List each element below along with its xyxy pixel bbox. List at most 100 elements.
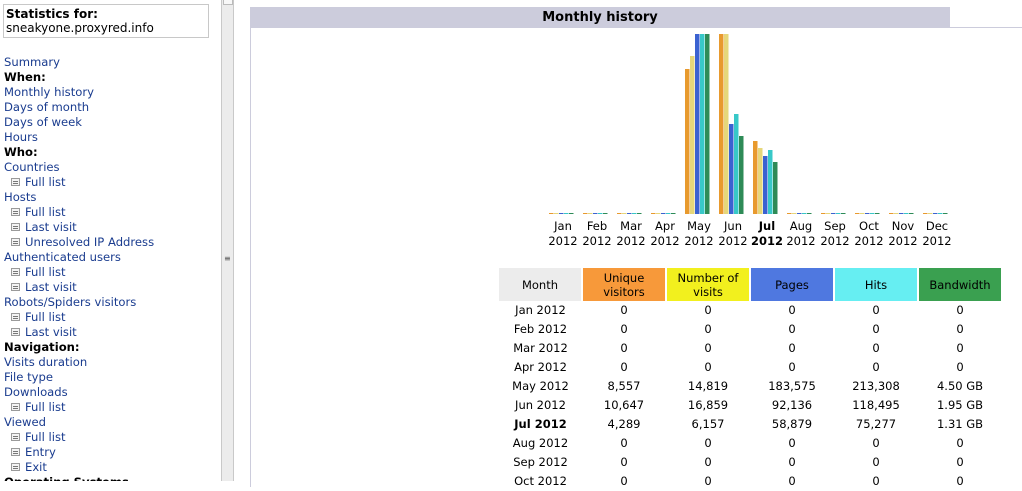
- value-cell: 8,557: [607, 379, 641, 393]
- sidebar-item-entry[interactable]: Entry: [4, 445, 219, 460]
- sidebar-item-full-list[interactable]: Full list: [4, 310, 219, 325]
- splitter-top-button[interactable]: [223, 0, 233, 5]
- value-cell: 0: [956, 436, 964, 450]
- bar-sep-pages: [831, 213, 836, 214]
- sidebar-item-full-list[interactable]: Full list: [4, 400, 219, 415]
- chart-svg: Jan2012Feb2012Mar2012Apr2012May2012Jun20…: [548, 34, 952, 248]
- table-row: Jul 2012 4,289 6,157 58,879 75,277 1.31 GB: [499, 415, 1002, 434]
- value-cell: 0: [704, 474, 712, 488]
- month-cell: Oct 2012: [514, 474, 567, 488]
- sidebar-item-label: Last visit: [25, 220, 77, 234]
- value-cell: 0: [788, 436, 796, 450]
- list-icon: [11, 283, 20, 291]
- sidebar-item-downloads[interactable]: Downloads: [4, 385, 219, 400]
- sidebar-item-days-of-week[interactable]: Days of week: [4, 115, 219, 130]
- sidebar-item-label: Last visit: [25, 280, 77, 294]
- list-icon: [11, 403, 20, 411]
- value-cell: 0: [872, 341, 880, 355]
- column-header-bandwidth: Bandwidth: [918, 268, 1003, 301]
- sidebar-item-label: Visits duration: [4, 355, 88, 369]
- value-cell: 0: [620, 341, 628, 355]
- sidebar-item-exit[interactable]: Exit: [4, 460, 219, 475]
- sidebar-item-label: Viewed: [4, 415, 47, 429]
- month-cell: Apr 2012: [514, 360, 567, 374]
- sidebar-item-countries[interactable]: Countries: [4, 160, 219, 175]
- sidebar-item-summary[interactable]: Summary: [4, 55, 219, 70]
- table-row: May 2012 8,557 14,819 183,575 213,308 4.50 GB: [499, 377, 1002, 396]
- value-cell: 0: [956, 322, 964, 336]
- sidebar-item-file-type[interactable]: File type: [4, 370, 219, 385]
- sidebar-item-last-visit[interactable]: Last visit: [4, 280, 219, 295]
- sidebar-item-label: Full list: [25, 310, 66, 324]
- sidebar-item-days-of-month[interactable]: Days of month: [4, 100, 219, 115]
- value-cell: 0: [788, 360, 796, 374]
- sidebar-item-unresolved-ip-address[interactable]: Unresolved IP Address: [4, 235, 219, 250]
- value-cell: 0: [872, 436, 880, 450]
- sidebar-item-robots-spiders-visitors[interactable]: Robots/Spiders visitors: [4, 295, 219, 310]
- value-cell: 0: [872, 474, 880, 488]
- value-cell: 0: [620, 455, 628, 469]
- sidebar-item-full-list[interactable]: Full list: [4, 175, 219, 190]
- sidebar-item-hours[interactable]: Hours: [4, 130, 219, 145]
- bar-oct-unique-visitors: [855, 213, 860, 214]
- sidebar-item-label: Countries: [4, 160, 60, 174]
- x-tick-label-month: Jul: [758, 219, 775, 233]
- bar-jan-number-of-visits: [554, 213, 559, 214]
- value-cell: 92,136: [771, 398, 813, 412]
- sidebar-item-visits-duration[interactable]: Visits duration: [4, 355, 219, 370]
- sidebar-item-label: Unresolved IP Address: [25, 235, 155, 249]
- table-header-row: Month Unique visitors Number of visits Page…: [499, 268, 1003, 301]
- sidebar-item-label: Full list: [25, 265, 66, 279]
- value-cell: 0: [788, 474, 796, 488]
- page-title: Monthly history: [250, 7, 950, 27]
- value-cell: 1.95 GB: [936, 398, 984, 412]
- month-cell: May 2012: [512, 379, 569, 393]
- table-row: Sep 2012 0 0 0 0 0: [499, 453, 1002, 472]
- list-icon: [11, 178, 20, 186]
- list-icon: [11, 433, 20, 441]
- bar-mar-bandwidth: [637, 213, 642, 214]
- bar-dec-number-of-visits: [928, 213, 933, 214]
- sidebar-item-label: When:: [4, 70, 46, 84]
- sidebar-item-label: Who:: [4, 145, 38, 159]
- sidebar-item-full-list[interactable]: Full list: [4, 205, 219, 220]
- bar-feb-number-of-visits: [588, 213, 593, 214]
- value-cell: 0: [956, 303, 964, 317]
- sidebar-heading-when: When:: [4, 70, 219, 85]
- value-cell: 0: [704, 455, 712, 469]
- sidebar-item-viewed[interactable]: Viewed: [4, 415, 219, 430]
- sidebar-item-monthly-history[interactable]: Monthly history: [4, 85, 219, 100]
- bar-apr-pages: [661, 213, 666, 214]
- bar-mar-pages: [627, 213, 632, 214]
- value-cell: 58,879: [771, 417, 813, 431]
- monthly-history-panel: [250, 27, 1022, 487]
- sidebar-item-full-list[interactable]: Full list: [4, 265, 219, 280]
- bar-jun-number-of-visits: [724, 34, 729, 214]
- column-header-month: Month: [499, 268, 583, 301]
- month-cell: Mar 2012: [513, 341, 568, 355]
- value-cell: 0: [956, 455, 964, 469]
- sidebar-item-label: Robots/Spiders visitors: [4, 295, 137, 309]
- sidebar-item-full-list[interactable]: Full list: [4, 430, 219, 445]
- splitter-grip-icon[interactable]: ≡: [224, 254, 231, 263]
- bar-jun-bandwidth: [739, 136, 744, 214]
- value-cell: 10,647: [603, 398, 645, 412]
- frame-splitter[interactable]: ≡: [221, 0, 234, 481]
- bar-jun-unique-visitors: [719, 34, 724, 214]
- sidebar-item-last-visit[interactable]: Last visit: [4, 325, 219, 340]
- value-cell: 4,289: [607, 417, 641, 431]
- value-cell: 1.31 GB: [936, 417, 984, 431]
- sidebar-item-label: Authenticated users: [4, 250, 121, 264]
- x-tick-label-year: 2012: [820, 234, 849, 248]
- bar-oct-hits: [870, 213, 875, 214]
- sidebar-item-label: Downloads: [4, 385, 68, 399]
- value-cell: 0: [872, 455, 880, 469]
- sidebar-item-last-visit[interactable]: Last visit: [4, 220, 219, 235]
- value-cell: 4.50 GB: [936, 379, 984, 393]
- sidebar-item-hosts[interactable]: Hosts: [4, 190, 219, 205]
- bar-may-hits: [700, 34, 705, 214]
- sidebar-item-authenticated-users[interactable]: Authenticated users: [4, 250, 219, 265]
- value-cell: 0: [788, 303, 796, 317]
- x-tick-label-year: 2012: [684, 234, 713, 248]
- table-row: Mar 2012 0 0 0 0 0: [499, 339, 1002, 358]
